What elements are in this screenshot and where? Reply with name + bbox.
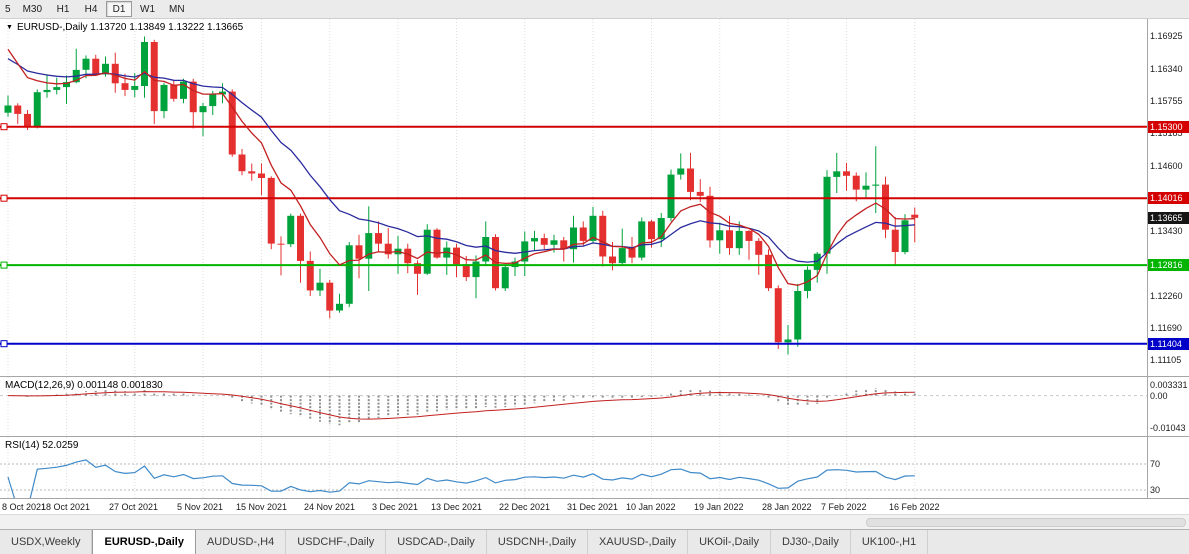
timeframe-button-mn[interactable]: MN <box>169 3 185 15</box>
rsi-scale-label: 70 <box>1150 459 1161 469</box>
price-level-badge: 1.11404 <box>1148 337 1189 350</box>
macd-panel[interactable]: MACD(12,26,9) 0.001148 0.001830 <box>0 377 1147 436</box>
timeframe-toolbar: 5 M30 H1 H4 D1 W1 MN <box>0 0 1189 19</box>
price-tick-label: 1.11105 <box>1150 355 1182 366</box>
date-label: 19 Jan 2022 <box>694 502 744 512</box>
chart-tab-usdchf-daily[interactable]: USDCHF-,Daily <box>286 530 387 554</box>
candlestick-chart[interactable] <box>0 19 1147 376</box>
timeframe-button-h4[interactable]: H4 <box>84 3 98 15</box>
date-label: 22 Dec 2021 <box>499 502 551 512</box>
date-label: 24 Nov 2021 <box>304 502 356 512</box>
date-label: 18 Oct 2021 <box>41 502 91 512</box>
macd-scale-label: 0.00 <box>1150 390 1168 401</box>
macd-chart <box>0 377 1147 436</box>
macd-scale-label: 0.003331 <box>1150 380 1188 391</box>
date-label: 31 Dec 2021 <box>567 502 619 512</box>
timeframe-button-m30[interactable]: M30 <box>22 3 43 15</box>
price-scale[interactable]: 1.16925 1.16340 1.15755 1.15185 1.14600 1.134… <box>1148 19 1189 376</box>
timeframe-button-h1[interactable]: H1 <box>56 3 70 15</box>
date-label: 8 Oct 2021 <box>2 502 47 512</box>
scale-separator <box>1147 19 1148 498</box>
chart-tabs-bar: USDX,Weekly EURUSD-,Daily AUDUSD-,H4 USDCHF… <box>0 529 1189 554</box>
chart-ohlc-label: EURUSD-,Daily 1.13720 1.13849 1.13222 1.… <box>16 22 244 33</box>
current-price-badge: 1.13665 <box>1148 211 1189 224</box>
date-label: 10 Jan 2022 <box>626 502 676 512</box>
date-label: 15 Nov 2021 <box>236 502 288 512</box>
chart-tab-ukoil-daily[interactable]: UKOil-,Daily <box>688 530 771 554</box>
price-level-badge: 1.15300 <box>1148 120 1189 133</box>
axis-separator <box>0 498 1189 499</box>
horizontal-scrollbar[interactable] <box>0 514 1189 529</box>
rsi-label: RSI(14) 52.0259 <box>5 440 79 451</box>
rsi-scale[interactable]: 70 30 <box>1148 437 1189 498</box>
price-tick-label: 1.12260 <box>1150 291 1183 301</box>
rsi-chart <box>0 437 1147 498</box>
timeframe-button-5[interactable]: 5 <box>5 3 11 15</box>
date-label: 27 Oct 2021 <box>109 502 159 512</box>
date-label: 5 Nov 2021 <box>177 502 224 512</box>
price-tick-label: 1.15185 <box>1150 128 1183 139</box>
chart-tab-eurusd-daily[interactable]: EURUSD-,Daily <box>92 530 196 554</box>
price-tick-label: 1.15755 <box>1150 96 1183 107</box>
date-label: 3 Dec 2021 <box>372 502 419 512</box>
date-label: 13 Dec 2021 <box>431 502 483 512</box>
price-tick-label: 1.13430 <box>1150 225 1183 236</box>
chart-tab-dj30-daily[interactable]: DJ30-,Daily <box>771 530 851 554</box>
panel-separator[interactable] <box>0 436 1189 437</box>
time-axis[interactable]: 8 Oct 2021 18 Oct 2021 27 Oct 2021 5 Nov 20… <box>0 499 1189 514</box>
macd-scale-label: -0.01043 <box>1150 423 1186 433</box>
price-tick-label: 1.16340 <box>1150 63 1183 74</box>
timeframe-button-w1[interactable]: W1 <box>140 3 156 15</box>
chart-menu-icon[interactable]: ▼ <box>6 23 13 31</box>
price-level-badge: 1.12816 <box>1148 259 1189 272</box>
macd-label: MACD(12,26,9) 0.001148 0.001830 <box>5 380 163 391</box>
price-tick-label: 1.11690 <box>1150 322 1182 333</box>
panel-separator[interactable] <box>0 376 1189 377</box>
scrollbar-thumb[interactable] <box>866 518 1186 527</box>
price-chart-panel[interactable]: ▼ EURUSD-,Daily 1.13720 1.13849 1.13222 … <box>0 19 1147 376</box>
chart-tab-usdcad-daily[interactable]: USDCAD-,Daily <box>386 530 487 554</box>
date-label: 16 Feb 2022 <box>889 502 940 512</box>
price-tick-label: 1.14600 <box>1150 160 1183 171</box>
chart-tab-usdcnh-daily[interactable]: USDCNH-,Daily <box>487 530 589 554</box>
chart-tab-xauusd-daily[interactable]: XAUUSD-,Daily <box>588 530 689 554</box>
price-level-badge: 1.14016 <box>1148 192 1189 205</box>
date-label: 7 Feb 2022 <box>821 502 867 512</box>
chart-symbol-header: ▼ EURUSD-,Daily 1.13720 1.13849 1.13222 … <box>6 22 243 33</box>
timeframe-button-d1[interactable]: D1 <box>106 1 133 17</box>
price-tick-label: 1.16925 <box>1150 31 1183 42</box>
rsi-panel[interactable]: RSI(14) 52.0259 <box>0 437 1147 498</box>
macd-scale[interactable]: 0.003331 0.00 -0.01043 <box>1148 377 1189 436</box>
chart-tab-audusd-h4[interactable]: AUDUSD-,H4 <box>196 530 287 554</box>
chart-tab-usdx-weekly[interactable]: USDX,Weekly <box>0 530 93 554</box>
rsi-scale-label: 30 <box>1150 485 1161 495</box>
chart-tab-uk100-h1[interactable]: UK100-,H1 <box>851 530 929 554</box>
date-label: 28 Jan 2022 <box>762 502 812 512</box>
